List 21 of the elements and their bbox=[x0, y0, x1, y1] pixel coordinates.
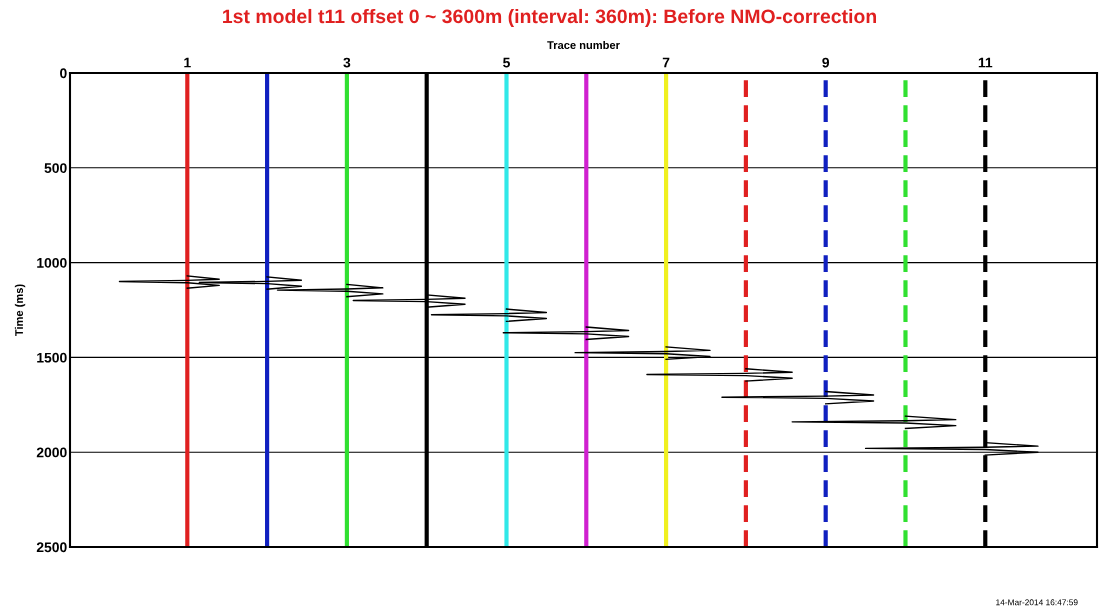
y-tick-label: 1000 bbox=[37, 257, 67, 268]
line-series bbox=[721, 390, 875, 405]
x-tick-label: 1 bbox=[184, 57, 191, 68]
line-series bbox=[646, 368, 793, 382]
x-axis-title: Trace number bbox=[547, 40, 620, 50]
x-tick-label: 9 bbox=[822, 57, 830, 68]
chart-title: 1st model t11 offset 0 ~ 3600m (interval: 360m): Before NMO-correction bbox=[223, 8, 877, 28]
y-tick-label: 1500 bbox=[37, 352, 67, 363]
y-axis-title: Time (ms) bbox=[14, 284, 26, 337]
x-tick-label: 11 bbox=[978, 57, 993, 68]
y-tick-label: 500 bbox=[44, 163, 67, 173]
line-series bbox=[791, 415, 957, 430]
y-tick-label: 2000 bbox=[36, 447, 67, 458]
line-series bbox=[502, 326, 630, 341]
y-tick-label: 2500 bbox=[36, 542, 67, 553]
y-tick-label: 0 bbox=[60, 68, 67, 79]
x-tick-label: 3 bbox=[343, 57, 351, 68]
x-tick-label: 7 bbox=[662, 57, 670, 68]
line-series bbox=[430, 308, 548, 323]
x-tick-label: 5 bbox=[503, 57, 510, 68]
text: 14-Mar-2014 16:47:59 bbox=[996, 599, 1078, 606]
